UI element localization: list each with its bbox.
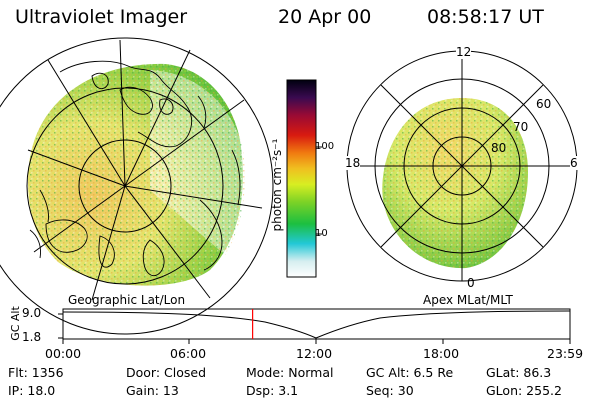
altitude-tick-high: 9.0 [22,306,42,320]
color-scale [286,79,322,278]
status-flight: Flt: 1356 [8,365,64,380]
time-tick-0600: 06:00 [170,346,207,361]
magnetic-polar-plot [346,50,578,282]
status-dsp: Dsp: 3.1 [246,383,299,398]
instrument-title: Ultraviolet Imager [15,6,188,28]
status-door: Door: Closed [126,365,207,380]
status-seq: Seq: 30 [366,383,414,398]
altitude-axis-label: GC Alt [8,306,22,341]
geographic-grid [0,37,274,335]
colorbar-tick-100: 100 [315,141,335,152]
mlt-label-top: 12 [456,45,472,59]
mlat-label-70: 70 [513,120,529,134]
mlt-label-left: 18 [345,156,361,170]
altitude-plot [58,308,571,344]
mlat-label-60: 60 [536,97,552,111]
geographic-caption: Geographic Lat/Lon [68,293,186,307]
status-glon: GLon: 255.2 [486,383,562,398]
status-mode: Mode: Normal [246,365,334,380]
magnetic-caption: Apex MLat/MLT [423,293,513,307]
mlt-label-right: 6 [570,156,578,170]
polar-grid [346,50,578,282]
colorbar-tick-10: 10 [315,228,328,239]
status-gc-alt: GC Alt: 6.5 Re [366,365,454,380]
status-ip: IP: 18.0 [8,383,56,398]
status-gain: Gain: 13 [126,383,179,398]
altitude-curve [62,310,571,339]
status-glat: GLat: 86.3 [486,365,552,380]
mlat-label-80: 80 [491,141,507,155]
observation-time: 08:58:17 UT [427,6,544,28]
observation-date: 20 Apr 00 [278,6,372,28]
time-tick-1200: 12:00 [296,346,333,361]
altitude-plot-frame [62,308,571,340]
time-tick-2359: 23:59 [547,346,584,361]
time-tick-1800: 18:00 [423,346,460,361]
colorbar-unit-label: photon cm⁻²s⁻¹ [270,138,284,232]
altitude-tick-low: 1.8 [22,330,42,344]
mlt-label-bottom: 0 [467,276,475,290]
coastlines [29,60,241,277]
time-tick-0000: 00:00 [45,346,82,361]
geographic-map [0,37,274,335]
colorbar-gradient [286,79,317,278]
